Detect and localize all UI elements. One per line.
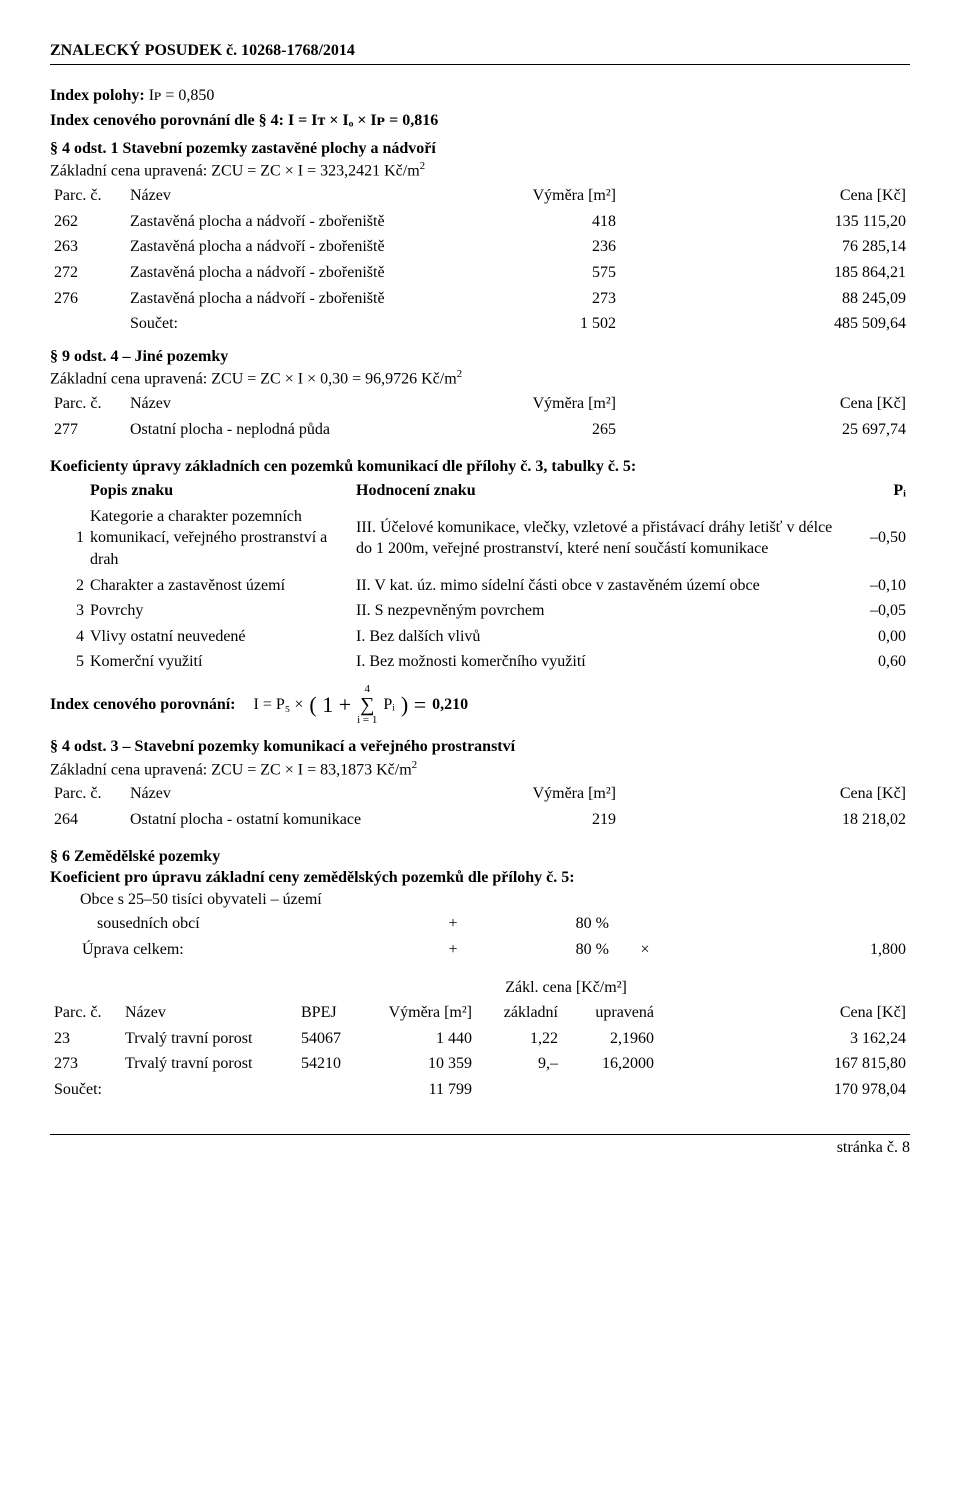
th-cena: Cena [Kč]	[620, 184, 908, 208]
section-6-subtitle: Koeficient pro úpravu základní ceny země…	[50, 867, 910, 889]
table-row: 272 Zastavěná plocha a nádvoří - zbořeni…	[52, 261, 908, 285]
koef-header: Popis znaku Hodnocení znaku Pᵢ	[52, 479, 908, 503]
index-cenoveho-line: Index cenového porovnání dle § 4: I = Iᴛ…	[50, 110, 910, 132]
koef-title: Koeficienty úpravy základních cen pozemk…	[50, 456, 910, 478]
table-row: 23 Trvalý travní porost 54067 1 440 1,22…	[52, 1027, 908, 1051]
index-polohy-value: Iᴘ = 0,850	[149, 87, 215, 104]
table-1: Parc. č. Název Výměra [m²] Cena [Kč] 262…	[50, 182, 910, 338]
s6-row: sousedních obcí + 80 %	[52, 912, 908, 936]
s6-row: Úprava celkem: + 80 % × 1,800	[52, 938, 908, 962]
section-4-3-title: § 4 odst. 3 – Stavební pozemky komunikac…	[50, 736, 910, 758]
section-4-1-title: § 4 odst. 1 Stavební pozemky zastavěné p…	[50, 138, 910, 160]
page-footer: stránka č. 8	[50, 1134, 910, 1159]
paren-open: ( 1 +	[309, 690, 351, 720]
table-4-sum: Součet: 11 799 170 978,04	[52, 1078, 908, 1102]
koef-row: 5 Komerční využití I. Bez možnosti komer…	[52, 650, 908, 674]
index-formula: Index cenového porovnání: I = P₅ × ( 1 +…	[50, 684, 910, 726]
formula-label: Index cenového porovnání:	[50, 694, 236, 716]
paren-close: ) =	[401, 690, 426, 720]
table-2-header: Parc. č. Název Výměra [m²] Cena [Kč]	[52, 392, 908, 416]
table-row: 263 Zastavěná plocha a nádvoří - zbořeni…	[52, 235, 908, 259]
th-vymera: Výměra [m²]	[414, 184, 618, 208]
zcu-4-3: Základní cena upravená: ZCU = ZC × I = 8…	[50, 758, 910, 781]
table-3: Parc. č. Název Výměra [m²] Cena [Kč] 264…	[50, 780, 910, 833]
table-4: Zákl. cena [Kč/m²] Parc. č. Název BPEJ V…	[50, 974, 910, 1104]
table-row: 264 Ostatní plocha - ostatní komunikace …	[52, 808, 908, 832]
koef-row: 1 Kategorie a charakter pozemních komuni…	[52, 505, 908, 572]
document-header: ZNALECKÝ POSUDEK č. 10268-1768/2014	[50, 40, 910, 65]
table-4-header: Parc. č. Název BPEJ Výměra [m²] základní…	[52, 1001, 908, 1025]
table-2: Parc. č. Název Výměra [m²] Cena [Kč] 277…	[50, 390, 910, 443]
s6-line1: Obce s 25–50 tisíci obyvateli – území	[50, 889, 910, 911]
table-3-header: Parc. č. Název Výměra [m²] Cena [Kč]	[52, 782, 908, 806]
table-1-header: Parc. č. Název Výměra [m²] Cena [Kč]	[52, 184, 908, 208]
table-row: 276 Zastavěná plocha a nádvoří - zbořeni…	[52, 287, 908, 311]
table-4-header-top: Zákl. cena [Kč/m²]	[52, 976, 908, 1000]
sigma-icon: 4 ∑ i = 1	[357, 684, 377, 726]
koef-row: 4 Vlivy ostatní neuvedené I. Bez dalších…	[52, 625, 908, 649]
th-nazev: Název	[128, 184, 412, 208]
index-polohy-line: Index polohy: Iᴘ = 0,850	[50, 85, 910, 107]
table-row: 273 Trvalý travní porost 54210 10 359 9,…	[52, 1052, 908, 1076]
index-polohy-label: Index polohy:	[50, 87, 149, 104]
section-9-title: § 9 odst. 4 – Jiné pozemky	[50, 346, 910, 368]
table-row: 262 Zastavěná plocha a nádvoří - zbořeni…	[52, 210, 908, 234]
s6-adjust-table: sousedních obcí + 80 % Úprava celkem: + …	[50, 910, 910, 963]
formula-body: Pᵢ	[383, 694, 395, 716]
section-6-title: § 6 Zemědělské pozemky	[50, 846, 910, 868]
formula-result: 0,210	[432, 694, 468, 716]
zcu-4-1: Základní cena upravená: ZCU = ZC × I = 3…	[50, 159, 910, 182]
table-row: 277 Ostatní plocha - neplodná půda 265 2…	[52, 418, 908, 442]
koef-row: 3 Povrchy II. S nezpevněným povrchem –0,…	[52, 599, 908, 623]
koef-row: 2 Charakter a zastavěnost území II. V ka…	[52, 574, 908, 598]
zcu-9: Základní cena upravená: ZCU = ZC × I × 0…	[50, 367, 910, 390]
koef-table: Popis znaku Hodnocení znaku Pᵢ 1 Kategor…	[50, 477, 910, 676]
formula-lhs: I = P₅ ×	[254, 694, 304, 716]
th-parc: Parc. č.	[52, 184, 126, 208]
table-1-sum: Součet: 1 502 485 509,64	[52, 312, 908, 336]
